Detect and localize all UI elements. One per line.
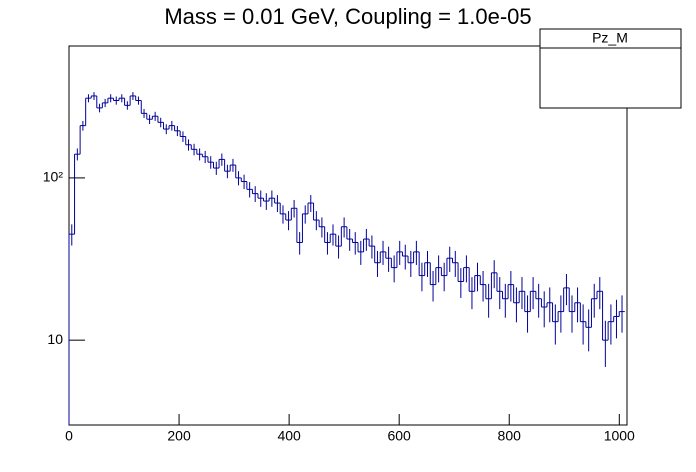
- y-tick-label: 10: [47, 331, 63, 347]
- y-tick-label: 10²: [43, 169, 64, 185]
- chart-title: Mass = 0.01 GeV, Coupling = 1.0e-05: [164, 4, 531, 29]
- x-tick-label: 200: [167, 428, 191, 444]
- x-tick-label: 800: [498, 428, 522, 444]
- x-tick-label: 1000: [604, 428, 635, 444]
- x-tick-label: 0: [65, 428, 73, 444]
- stats-box: Pz_M: [539, 28, 682, 109]
- stats-name: Pz_M: [592, 30, 628, 46]
- stats-frame: [539, 28, 682, 109]
- x-tick-label: 400: [277, 428, 301, 444]
- x-tick-label: 600: [387, 428, 411, 444]
